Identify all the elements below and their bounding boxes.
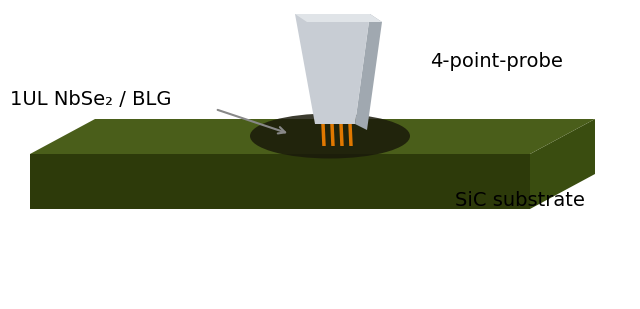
Text: 4-point-probe: 4-point-probe xyxy=(430,52,563,70)
Polygon shape xyxy=(330,124,335,146)
Polygon shape xyxy=(339,124,344,146)
Ellipse shape xyxy=(250,113,410,159)
Polygon shape xyxy=(355,14,382,130)
Polygon shape xyxy=(530,119,595,209)
Polygon shape xyxy=(30,119,595,154)
Polygon shape xyxy=(295,14,370,124)
Polygon shape xyxy=(348,124,353,146)
Text: SiC substrate: SiC substrate xyxy=(455,192,585,210)
Polygon shape xyxy=(30,154,530,209)
Polygon shape xyxy=(295,14,382,22)
Text: 1UL NbSe₂ / BLG: 1UL NbSe₂ / BLG xyxy=(10,90,172,108)
Polygon shape xyxy=(321,124,326,146)
